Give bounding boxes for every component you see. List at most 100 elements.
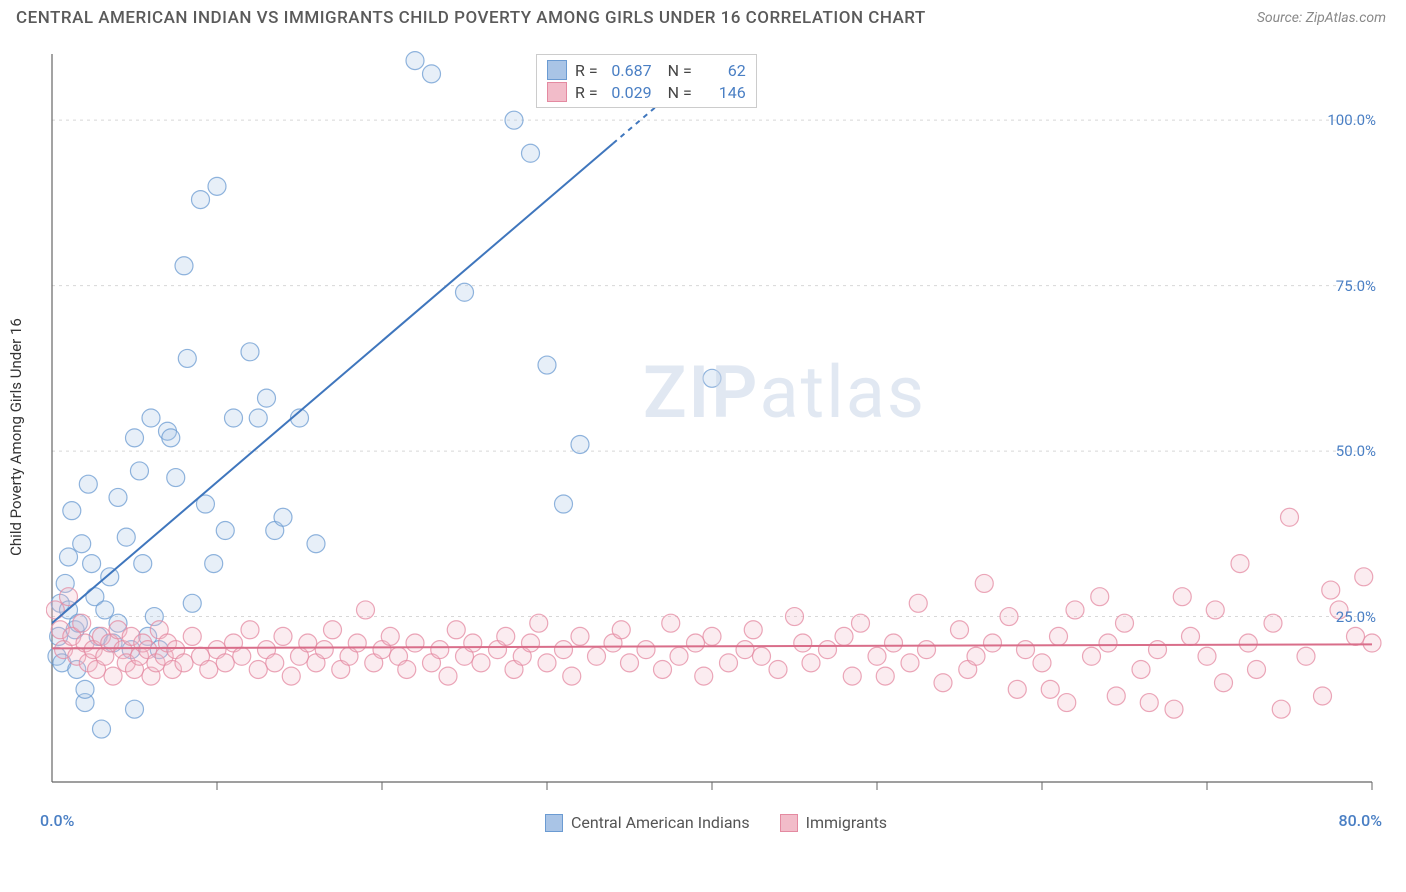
data-point [720, 654, 738, 672]
data-point [662, 614, 680, 632]
data-point [134, 555, 152, 573]
data-point [249, 409, 267, 427]
data-point [324, 621, 342, 639]
data-point [1355, 568, 1373, 586]
data-point [802, 654, 820, 672]
data-point [423, 65, 441, 83]
data-point [571, 435, 589, 453]
data-point [1149, 641, 1167, 659]
data-point [1281, 508, 1299, 526]
y-tick-label: 50.0% [1336, 442, 1376, 460]
data-point [1017, 641, 1035, 659]
data-point [753, 647, 771, 665]
data-point [200, 660, 218, 678]
data-point [497, 627, 515, 645]
data-point [835, 627, 853, 645]
data-point [406, 52, 424, 70]
data-point [1173, 588, 1191, 606]
data-point [522, 634, 540, 652]
source-label: Source: ZipAtlas.com [1257, 10, 1386, 26]
y-axis-label: Child Poverty Among Girls Under 16 [7, 318, 25, 556]
data-point [472, 654, 490, 672]
data-point [192, 191, 210, 209]
data-point [1165, 700, 1183, 718]
data-point [538, 654, 556, 672]
data-point [216, 654, 234, 672]
data-point [1264, 614, 1282, 632]
data-point [126, 429, 144, 447]
data-point [1347, 627, 1365, 645]
data-point [1050, 627, 1068, 645]
data-point [794, 634, 812, 652]
x-max-label: 80.0% [1338, 811, 1382, 830]
data-point [1132, 660, 1150, 678]
data-point [967, 647, 985, 665]
data-point [178, 349, 196, 367]
data-point [843, 667, 861, 685]
data-point [60, 548, 78, 566]
data-point [654, 660, 672, 678]
data-point [76, 680, 94, 698]
data-point [79, 475, 97, 493]
data-point [909, 594, 927, 612]
data-point [315, 641, 333, 659]
data-point [885, 634, 903, 652]
data-point [258, 389, 276, 407]
data-point [918, 641, 936, 659]
legend: Central American IndiansImmigrants [46, 813, 1386, 832]
data-point [555, 495, 573, 513]
plot-area: Child Poverty Among Girls Under 16 ZIPat… [46, 42, 1386, 832]
data-point [225, 409, 243, 427]
data-point [1091, 588, 1109, 606]
data-point [274, 627, 292, 645]
data-point [769, 660, 787, 678]
data-point [73, 614, 91, 632]
data-point [183, 594, 201, 612]
data-point [563, 667, 581, 685]
data-point [736, 641, 754, 659]
data-point [447, 621, 465, 639]
data-point [126, 700, 144, 718]
data-point [975, 574, 993, 592]
data-point [522, 144, 540, 162]
data-point [984, 634, 1002, 652]
data-point [101, 568, 119, 586]
y-tick-label: 100.0% [1327, 111, 1376, 129]
data-point [1206, 601, 1224, 619]
data-point [167, 469, 185, 487]
data-point [439, 667, 457, 685]
data-point [205, 555, 223, 573]
data-point [555, 641, 573, 659]
data-point [398, 660, 416, 678]
data-point [464, 634, 482, 652]
data-point [1248, 660, 1266, 678]
data-point [431, 641, 449, 659]
data-point [852, 614, 870, 632]
data-point [1231, 555, 1249, 573]
data-point [348, 634, 366, 652]
data-point [703, 369, 721, 387]
stats-box: R =0.687N =62R =0.029N =146 [536, 54, 757, 108]
data-point [612, 621, 630, 639]
data-point [819, 641, 837, 659]
data-point [637, 641, 655, 659]
data-point [1116, 614, 1134, 632]
data-point [357, 601, 375, 619]
data-point [695, 667, 713, 685]
data-point [786, 608, 804, 626]
data-point [1140, 694, 1158, 712]
data-point [1041, 680, 1059, 698]
data-point [1363, 634, 1381, 652]
data-point [505, 111, 523, 129]
data-point [1272, 700, 1290, 718]
data-point [233, 647, 251, 665]
data-point [241, 621, 259, 639]
data-point [538, 356, 556, 374]
data-point [406, 634, 424, 652]
data-point [274, 508, 292, 526]
y-tick-label: 75.0% [1336, 277, 1376, 295]
data-point [1322, 581, 1340, 599]
data-point [208, 177, 226, 195]
data-point [1000, 608, 1018, 626]
data-point [1182, 627, 1200, 645]
